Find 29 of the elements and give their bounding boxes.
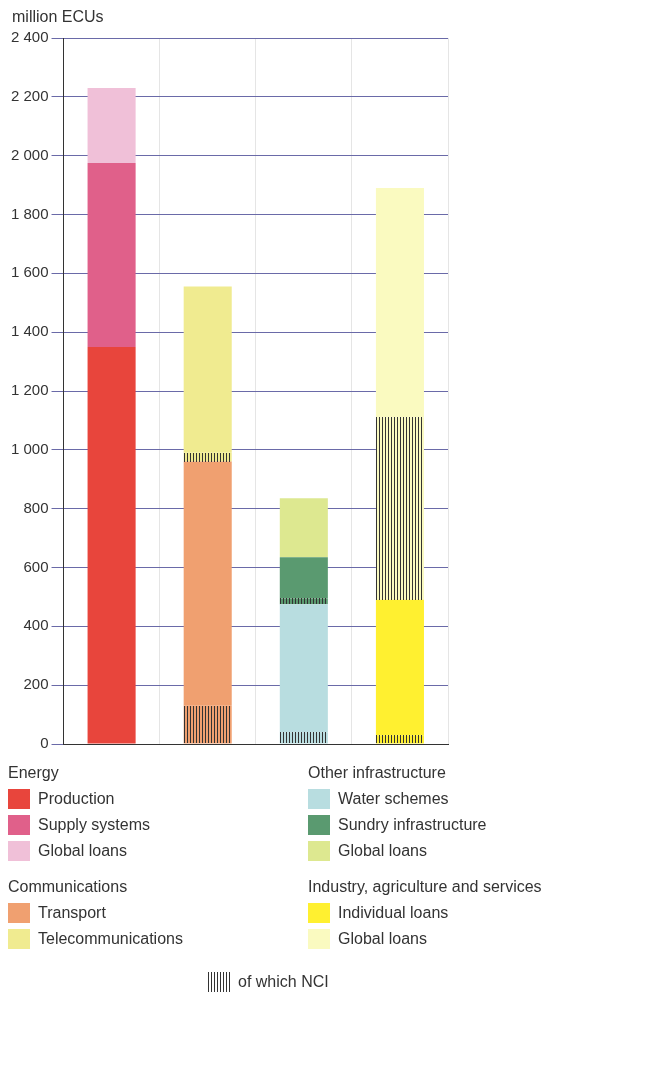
legend-label: Telecommunications: [38, 930, 183, 948]
y-tick-label: 1 800: [10, 204, 49, 222]
text: Energy: [8, 764, 60, 782]
y-tick-label: 600: [23, 557, 49, 575]
text: Other infrastructure: [308, 764, 447, 782]
y-tick-label: 2 000: [10, 145, 49, 163]
y-tick-label: 0: [40, 734, 49, 752]
y-tick-label: 200: [23, 675, 49, 693]
y-tick-label: 800: [23, 498, 49, 516]
legend-label: Water schemes: [338, 790, 449, 808]
text: Industry, agriculture and services: [308, 878, 543, 896]
legend-label: Sundry infrastructure: [338, 816, 487, 834]
legend-label: Individual loans: [338, 904, 449, 922]
y-tick-label: 1 200: [10, 381, 49, 399]
y-tick-label: 2 200: [10, 86, 49, 104]
legend-label: Production: [38, 790, 115, 808]
legend-label: Global loans: [338, 930, 427, 948]
legend-label: of which NCI: [238, 973, 329, 991]
y-tick-label: 1 400: [10, 322, 49, 340]
y-tick-label: 1 600: [10, 263, 49, 281]
legend-label: Global loans: [338, 842, 427, 860]
y-tick-label: 2 400: [10, 28, 49, 46]
legend-label: Global loans: [38, 842, 127, 860]
y-tick-label: 400: [23, 616, 49, 634]
text: Communications: [8, 878, 129, 896]
legend-label: Supply systems: [38, 816, 151, 834]
legend-label: Transport: [38, 904, 106, 922]
y-axis-title: million ECUs: [12, 8, 105, 26]
y-tick-label: 1 000: [10, 439, 49, 457]
